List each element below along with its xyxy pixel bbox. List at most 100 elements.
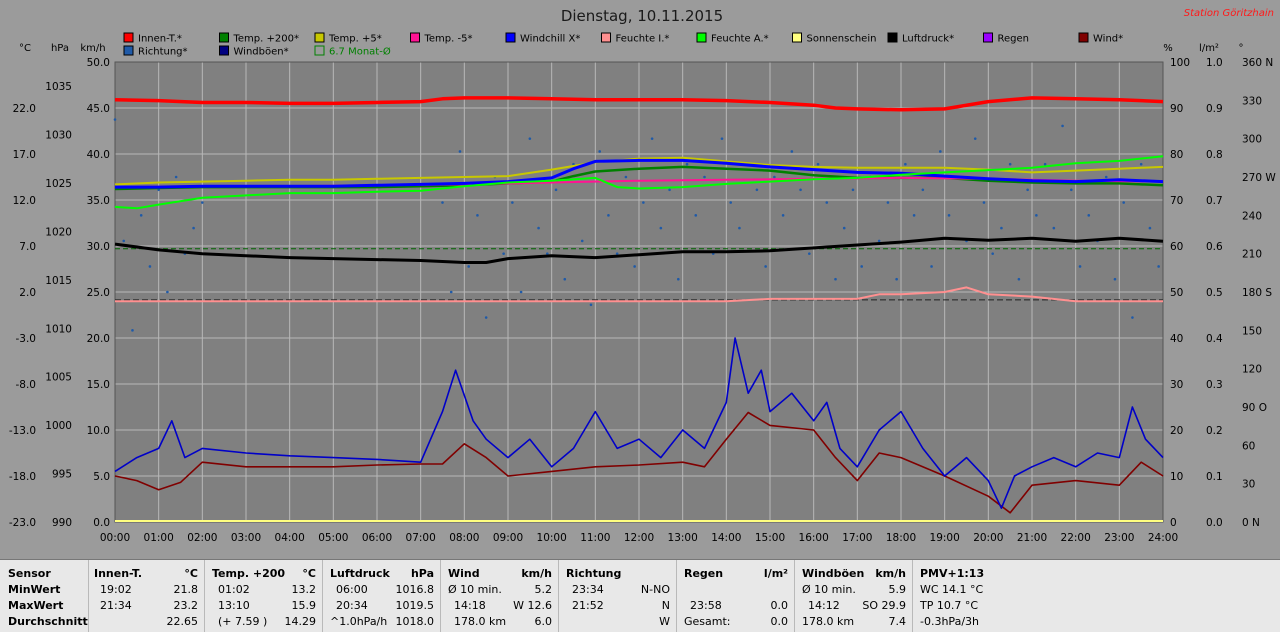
direction-point [458, 150, 462, 153]
series-line [114, 337, 1164, 510]
legend-swatch [1078, 32, 1089, 43]
tick-direction: 330 [1242, 95, 1262, 107]
series-line [114, 96, 1164, 112]
series-line [115, 158, 1164, 189]
stats-richtung-max-value: N [661, 599, 670, 612]
stats-innen-max-value: 23.2 [173, 599, 199, 612]
weather-chart: Dienstag, 10.11.2015 Station Göritzhain … [8, 7, 1277, 544]
direction-point [738, 226, 741, 230]
stats-boeen-title: Windböen [802, 567, 865, 580]
tick-time: 02:00 [187, 532, 217, 544]
tick-pressure: 990 [52, 517, 72, 529]
stats-wind-distance: 178.0 km [454, 615, 507, 628]
tick-speed: 35.0 [87, 195, 110, 207]
tick-humidity: 50 [1170, 287, 1183, 299]
stats-druck-avg-value: 1018.0 [395, 615, 435, 628]
stats-innen-max-time: 21:34 [100, 599, 132, 612]
stats-regen-total-value: 0.0 [770, 615, 789, 628]
direction-point [201, 201, 204, 204]
unit-humidity: % [1163, 43, 1173, 54]
direction-point [808, 252, 811, 255]
stats-header: Sensor [8, 567, 51, 580]
direction-point [1104, 175, 1108, 179]
stats-richtung-max-time: 21:52 [572, 599, 604, 612]
direction-point [546, 252, 549, 255]
direction-point [624, 175, 628, 179]
direction-point [192, 226, 195, 230]
stats-boeen-avg-value: 7.4 [888, 615, 907, 628]
tick-speed: 45.0 [87, 103, 110, 115]
direction-point [703, 175, 706, 179]
tick-pressure: 1020 [45, 226, 72, 238]
stats-temp-max-time: 13:10 [218, 599, 250, 612]
stats-boeen-avg10-value: 5.9 [888, 583, 907, 596]
direction-point [1052, 226, 1056, 230]
direction-point [860, 265, 863, 268]
direction-point [580, 239, 584, 243]
stats-avg-label: Durchschnitt [8, 615, 88, 628]
legend-swatch [505, 32, 516, 43]
direction-point [1043, 162, 1047, 166]
stats-pmv-dewpoint: TP 10.7 °C [920, 599, 979, 612]
stats-temp-delta: (+ 7.59 ) [218, 615, 268, 628]
legend-label: Sonnenschein [807, 34, 877, 45]
tick-time: 04:00 [275, 532, 305, 544]
tick-pressure: 1010 [45, 323, 72, 335]
stats-boeen-max-time: 14:12 [808, 599, 840, 612]
tick-time: 17:00 [842, 532, 872, 544]
direction-point [607, 214, 610, 217]
stats-innen: Innen-T. °C 19:02 21.8 21:34 23.2 22.65 [88, 560, 205, 632]
stats-innen-min-value: 21.8 [173, 583, 199, 596]
tick-direction: 150 [1242, 325, 1262, 337]
stats-richtung-title: Richtung [566, 567, 622, 580]
tick-time: 11:00 [580, 532, 610, 544]
tick-direction: 0 N [1242, 517, 1260, 529]
stats-richtung-min-time: 23:34 [572, 583, 604, 596]
direction-point [139, 214, 143, 217]
tick-temp: 7.0 [19, 241, 36, 253]
legend-label: Windböen* [234, 47, 289, 58]
direction-point [563, 277, 567, 281]
stats-regen-total-label: Gesamt: [684, 615, 731, 628]
direction-point [659, 226, 663, 230]
tick-direction: 90 O [1242, 402, 1267, 414]
chart-legend: Innen-T.* Temp. +200* Temp. +5* Temp. -5* Wi… [123, 32, 1123, 58]
direction-point [694, 214, 698, 217]
tick-speed: 25.0 [87, 287, 110, 299]
stats-temp-unit: °C [302, 567, 316, 580]
direction-point [441, 201, 444, 204]
tick-temp: -3.0 [16, 333, 37, 345]
direction-point [895, 277, 898, 281]
tick-speed: 50.0 [87, 57, 110, 69]
tick-temp: 22.0 [13, 103, 36, 115]
direction-point [449, 290, 453, 294]
unit-pressure: hPa [51, 43, 69, 54]
direction-point [633, 265, 636, 268]
stats-wind-avg10: Ø 10 min. [448, 583, 502, 596]
tick-rain: 0.2 [1206, 425, 1223, 437]
direction-point [113, 118, 117, 121]
direction-point [528, 137, 532, 140]
tick-time: 00:00 [100, 532, 130, 544]
stats-temp-avg-value: 14.29 [284, 615, 317, 628]
stats-druck-unit: hPa [410, 567, 434, 580]
legend-label: Temp. +5* [328, 34, 382, 45]
tick-time: 20:00 [973, 532, 1003, 544]
direction-point [511, 201, 514, 204]
tick-rain: 0.6 [1206, 241, 1223, 253]
legend-label: Feuchte A.* [711, 34, 769, 45]
legend-swatch [601, 32, 611, 43]
tick-direction: 210 [1242, 249, 1262, 261]
tick-rain: 0.0 [1206, 517, 1223, 529]
series-line [114, 155, 1164, 210]
stats-richtung: Richtung 23:34 N-NO 21:52 N W [558, 560, 677, 632]
direction-point [904, 162, 907, 166]
stats-druck-min-value: 1016.8 [395, 583, 435, 596]
legend-label: Temp. +200* [233, 34, 299, 45]
stats-boeen-distance: 178.0 km [802, 615, 855, 628]
tick-direction: 180 S [1242, 287, 1272, 299]
direction-point [816, 162, 820, 166]
direction-point [1078, 265, 1082, 268]
tick-time: 06:00 [362, 532, 392, 544]
direction-point [1148, 226, 1152, 230]
